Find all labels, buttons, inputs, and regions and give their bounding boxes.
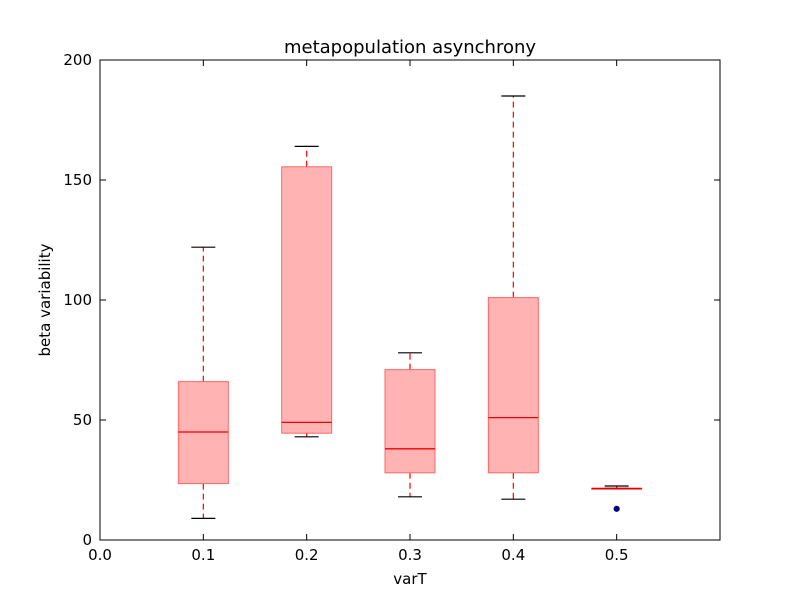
y-tick-label: 200 — [63, 51, 92, 69]
x-tick-label: 0.3 — [398, 546, 422, 564]
flier-point — [613, 505, 620, 512]
box-group — [591, 485, 643, 512]
y-axis-label: beta variability — [36, 243, 54, 356]
y-tick-label: 100 — [63, 291, 92, 309]
x-tick-label: 0.5 — [605, 546, 629, 564]
box — [384, 369, 436, 474]
y-tick-label: 150 — [63, 171, 92, 189]
chart-title: metapopulation asynchrony — [284, 37, 536, 58]
axis-ticks: 0.0 0.1 0.2 0.3 0.4 0.5 0 50 100 150 200 — [63, 51, 720, 564]
box-group — [487, 95, 539, 500]
y-tick-label: 50 — [73, 411, 92, 429]
x-tick-label: 0.0 — [88, 546, 112, 564]
y-tick-label: 0 — [82, 531, 92, 549]
box-group — [281, 145, 333, 438]
box — [281, 166, 333, 434]
x-tick-label: 0.1 — [191, 546, 215, 564]
plot-area — [177, 95, 643, 520]
x-tick-label: 0.4 — [501, 546, 525, 564]
box — [487, 297, 539, 474]
box-group — [177, 246, 229, 520]
plot-frame — [99, 59, 721, 541]
box-group — [384, 352, 436, 498]
x-axis-label: varT — [393, 570, 427, 588]
x-tick-label: 0.2 — [295, 546, 319, 564]
